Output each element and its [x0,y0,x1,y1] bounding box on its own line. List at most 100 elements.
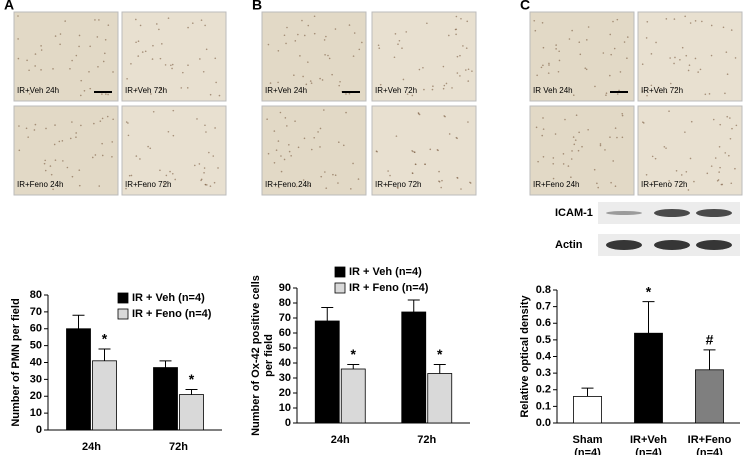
micrograph [13,11,119,102]
bar [92,360,117,431]
cell-dot [293,74,295,77]
cell-dot [714,157,717,159]
error-bar [433,364,446,374]
cell-dot [106,115,109,118]
cell-dot [378,47,381,49]
cell-dot [345,111,347,114]
cell-dot [554,133,557,135]
y-tick-label: 0 [285,417,291,429]
cell-dot [465,69,467,71]
cell-dot [267,152,270,155]
blot-band [696,209,732,217]
cell-dot [44,159,47,162]
y-axis-title: Number of PMN per field [10,298,22,426]
y-tick-label: 0 [36,424,42,436]
blot-band [654,209,690,217]
bar [179,394,204,431]
cell-dot [405,31,408,33]
cell-dot [277,50,280,52]
significance-mark: # [706,332,714,348]
cell-dot [317,131,319,133]
cell-dot [302,75,304,78]
cell-dot [694,20,697,22]
cell-dot [570,158,573,160]
micrograph-label: IR Veh 24h [533,86,573,95]
cell-dot [619,71,622,73]
y-axis-title: Number of Ox-42 positive cells [250,275,262,436]
cell-dot [552,162,555,165]
cell-dot [535,126,538,129]
cell-dot [571,29,573,32]
cell-dot [193,164,196,167]
cell-dot [418,68,421,71]
cell-dot [17,57,20,60]
cell-dot [126,78,128,80]
cell-dot [609,33,612,36]
cell-dot [688,64,691,66]
x-tick-label: IR+Veh [630,434,667,446]
cell-dot [331,73,333,76]
cell-dot [406,93,409,95]
cell-dot [685,54,688,57]
cell-dot [679,58,681,61]
cell-dot [301,19,303,22]
cell-dot [55,86,57,89]
cell-dot [135,18,137,21]
cell-dot [171,63,174,66]
cell-dot [726,73,729,76]
cell-dot [91,156,94,159]
cell-dot [542,46,545,49]
x-tick-label: (n=4) [574,447,601,455]
cell-dot [542,117,544,119]
cell-dot [445,82,448,85]
cell-dot [668,179,670,182]
cell-dot [726,115,729,118]
bar [427,373,453,424]
cell-dot [127,134,130,137]
cell-dot [319,127,322,130]
cell-dot [34,65,36,67]
cell-dot [280,155,282,157]
cell-dot [728,154,730,157]
micrograph [121,11,227,102]
cell-dot [139,158,141,160]
cell-dot [277,140,280,142]
cell-dot [448,133,451,135]
cell-dot [111,155,113,158]
micrograph-label: IR+Feno 24h [265,180,311,189]
cell-dot [414,163,417,165]
cell-dot [25,127,28,130]
bar [634,332,663,424]
cell-dot [587,128,589,131]
cell-dot [75,54,78,57]
cell-dot [191,22,194,24]
cell-dot [605,92,608,94]
cell-dot [536,74,538,77]
cell-dot [101,154,104,157]
cell-dot [319,77,321,80]
y-tick-label: 80 [279,297,291,309]
cell-dot [310,82,313,84]
cell-dot [610,53,612,56]
cell-dot [467,80,470,82]
cell-dot [689,22,692,24]
cell-dot [169,170,171,173]
cell-dot [75,136,77,138]
cell-dot [54,124,56,126]
micrograph [261,105,367,196]
cell-dot [465,47,468,49]
cell-dot [294,120,296,122]
cell-dot [581,145,583,148]
cell-dot [34,123,37,126]
cell-dot [471,70,473,72]
cell-dot [616,18,619,21]
cell-dot [429,148,432,151]
cell-dot [725,51,728,53]
cell-dot [215,81,217,84]
cell-dot [724,152,727,154]
cell-dot [574,139,577,141]
cell-dot [273,130,276,132]
micrograph [529,11,635,102]
cell-dot [655,41,657,44]
